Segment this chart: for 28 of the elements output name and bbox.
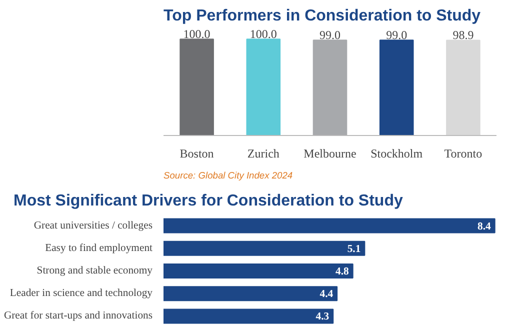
x-tick-label: Stockholm bbox=[370, 146, 424, 160]
chart-title: Most Significant Drivers for Consideration to Study bbox=[14, 192, 403, 210]
data-label: 98.9 bbox=[452, 28, 474, 42]
bar bbox=[164, 263, 354, 279]
y-tick-label: Great universities / colleges bbox=[34, 220, 153, 232]
y-tick-label: Leader in science and technology bbox=[10, 288, 154, 300]
data-label: 4.8 bbox=[336, 266, 349, 278]
x-tick-label: Zurich bbox=[247, 146, 280, 160]
data-label: 5.1 bbox=[347, 244, 361, 255]
y-tick-label: Great for start-ups and innovations bbox=[4, 310, 153, 322]
bar bbox=[164, 286, 338, 302]
data-label: 99.0 bbox=[386, 28, 408, 42]
bar bbox=[164, 240, 366, 256]
chart-title: Top Performers in Consideration to Study bbox=[164, 8, 481, 24]
bar bbox=[164, 218, 496, 234]
data-label: 100.0 bbox=[250, 27, 277, 42]
source-note: Source: Global City Index 2024 bbox=[164, 170, 293, 180]
y-tick-label: Easy to find employment bbox=[45, 242, 153, 254]
x-tick-label: Melbourne bbox=[304, 146, 356, 160]
data-label: 99.0 bbox=[320, 28, 340, 42]
x-tick-label: Toronto bbox=[444, 146, 482, 160]
bar bbox=[164, 308, 334, 324]
y-tick-label: Strong and stable economy bbox=[36, 266, 154, 276]
data-label: 4.4 bbox=[320, 289, 334, 300]
data-label: 8.4 bbox=[478, 221, 492, 232]
data-label: 100.0 bbox=[183, 27, 210, 42]
x-tick-label: Boston bbox=[180, 146, 214, 160]
data-label: 4.3 bbox=[316, 312, 330, 323]
